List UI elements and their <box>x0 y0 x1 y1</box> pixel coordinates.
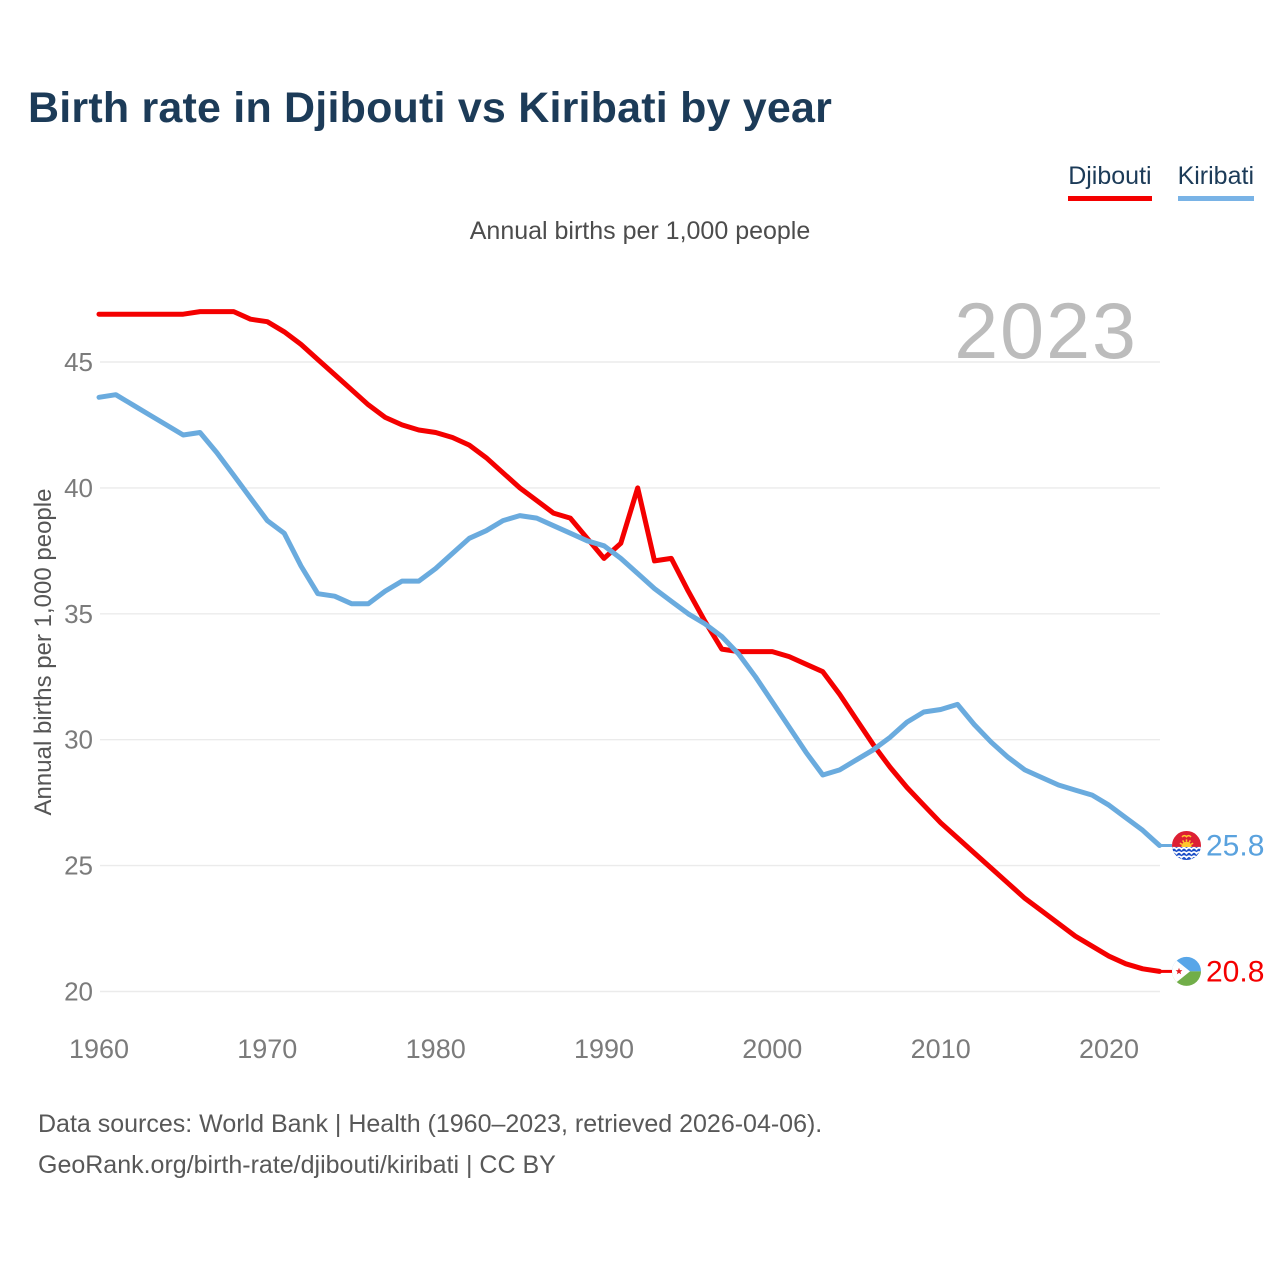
djibouti-line <box>96 309 1162 974</box>
legend: Djibouti Kiribati <box>1068 162 1254 201</box>
kiribati-line <box>96 392 1162 848</box>
chart-subtitle: Annual births per 1,000 people <box>469 217 811 245</box>
djibouti-flag-icon <box>1172 956 1201 986</box>
y-tick-label: 35 <box>64 599 93 629</box>
kiribati-flag-icon <box>1172 830 1201 860</box>
legend-item-kiribati[interactable]: Kiribati <box>1177 162 1254 201</box>
x-tick-label: 1960 <box>69 1034 129 1064</box>
x-tick-label: 1990 <box>574 1034 634 1064</box>
footer: Data sources: World Bank | Health (1960–… <box>38 1104 822 1186</box>
year-watermark: 2023 <box>954 286 1138 375</box>
x-tick-label: 2000 <box>742 1034 802 1064</box>
y-tick-label: 25 <box>64 851 93 881</box>
y-tick-label: 30 <box>64 725 93 755</box>
y-tick-label: 40 <box>64 473 93 503</box>
data-sources-text: Data sources: World Bank | Health (1960–… <box>38 1110 823 1138</box>
x-tick-label: 2010 <box>911 1034 971 1064</box>
y-tick-label: 20 <box>64 977 93 1007</box>
attribution-link[interactable]: GeoRank.org/birth-rate/djibouti/kiribati… <box>38 1151 556 1179</box>
y-tick-label: 45 <box>64 347 93 377</box>
x-tick-label: 1980 <box>406 1034 466 1064</box>
kiribati-end-value: 25.8 <box>1206 830 1264 863</box>
djibouti-end-value: 20.8 <box>1206 955 1264 988</box>
legend-item-djibouti[interactable]: Djibouti <box>1068 162 1152 201</box>
x-tick-label: 2020 <box>1079 1034 1139 1064</box>
x-tick-label: 1970 <box>237 1034 297 1064</box>
page-title: Birth rate in Djibouti vs Kiribati by ye… <box>28 84 833 132</box>
